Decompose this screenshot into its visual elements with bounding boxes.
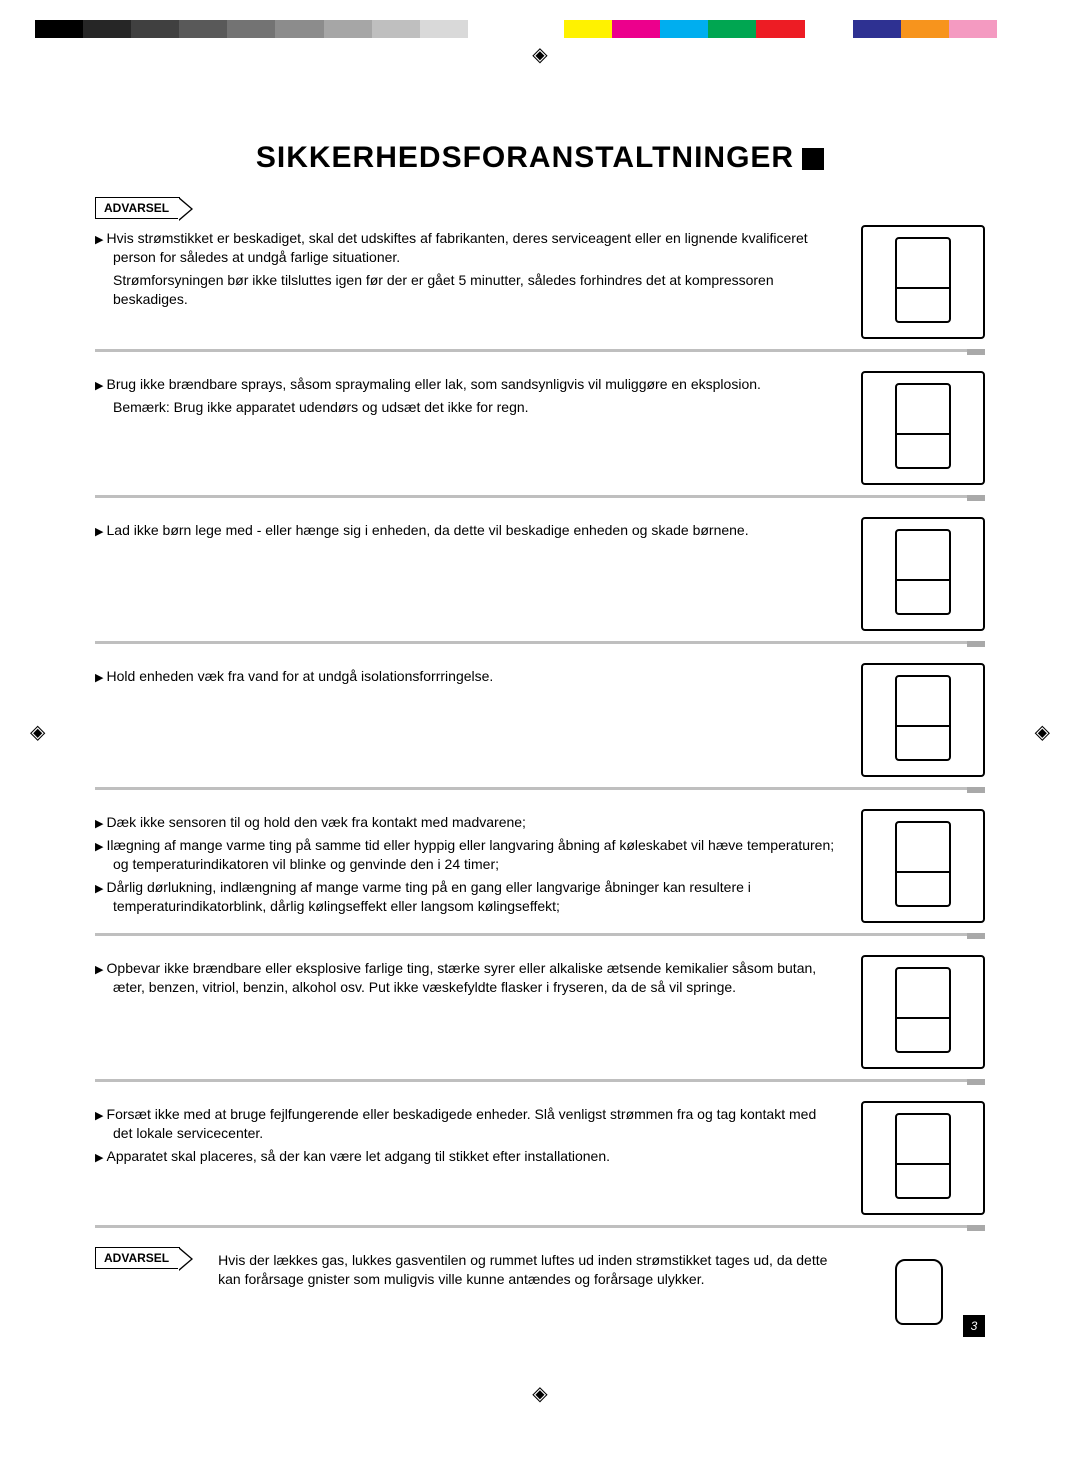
color-swatch (516, 20, 564, 38)
color-swatch (131, 20, 179, 38)
section-divider (95, 1079, 985, 1085)
color-swatch (660, 20, 708, 38)
color-swatch (468, 20, 516, 38)
color-swatch (372, 20, 420, 38)
registration-mark-bottom: ◈ (0, 1381, 1080, 1406)
print-color-bar (35, 20, 1045, 38)
bullet-item: Ilægning af mange varme ting på samme ti… (113, 836, 837, 874)
color-swatch (324, 20, 372, 38)
fridge-illustration (861, 809, 985, 923)
fridge-illustration (861, 1101, 985, 1215)
fridge-illustration (861, 225, 985, 339)
warning-tag: ADVARSEL (95, 197, 180, 219)
page-number: 3 (963, 1315, 985, 1337)
section-divider (95, 349, 985, 355)
color-swatch (612, 20, 660, 38)
section-divider (95, 641, 985, 647)
safety-section: Hvis strømstikket er beskadiget, skal de… (95, 225, 985, 339)
warning-text: Hvis der lækkes gas, lukkes gasventilen … (218, 1251, 841, 1289)
fridge-illustration (861, 663, 985, 777)
fridge-illustration (861, 955, 985, 1069)
color-swatch (853, 20, 901, 38)
color-swatch (997, 20, 1045, 38)
color-swatch (756, 20, 804, 38)
color-swatch (179, 20, 227, 38)
color-swatch (35, 20, 83, 38)
title-square-icon (802, 148, 824, 170)
page: SIKKERHEDSFORANSTALTNINGER ADVARSEL Hvis… (0, 71, 1080, 1377)
note-text: Strømforsyningen bør ikke tilsluttes ige… (113, 271, 837, 309)
color-swatch (227, 20, 275, 38)
bullet-item: Lad ikke børn lege med - eller hænge sig… (113, 521, 837, 540)
safety-section: Opbevar ikke brændbare eller eksplosive … (95, 955, 985, 1069)
fridge-illustration (861, 517, 985, 631)
registration-mark-top: ◈ (0, 42, 1080, 67)
section-divider (95, 1225, 985, 1231)
bullet-item: Apparatet skal placeres, så der kan være… (113, 1147, 837, 1166)
section-divider (95, 495, 985, 501)
safety-section: Brug ikke brændbare sprays, såsom spraym… (95, 371, 985, 485)
color-swatch (420, 20, 468, 38)
color-swatch (275, 20, 323, 38)
warning-tag: ADVARSEL (95, 1247, 180, 1269)
note-text: Bemærk: Brug ikke apparatet udendørs og … (113, 398, 837, 417)
color-swatch (83, 20, 131, 38)
bullet-item: Brug ikke brændbare sprays, såsom spraym… (113, 375, 837, 394)
safety-section: Forsæt ikke med at bruge fejlfungerende … (95, 1101, 985, 1215)
bullet-item: Dårlig dørlukning, indlængning af mange … (113, 878, 837, 916)
fridge-illustration (861, 371, 985, 485)
safety-section: Lad ikke børn lege med - eller hænge sig… (95, 517, 985, 631)
color-swatch (949, 20, 997, 38)
safety-section: Hold enheden væk fra vand for at undgå i… (95, 663, 985, 777)
section-divider (95, 933, 985, 939)
section-divider (95, 787, 985, 793)
color-swatch (708, 20, 756, 38)
bullet-item: Hold enheden væk fra vand for at undgå i… (113, 667, 837, 686)
color-swatch (564, 20, 612, 38)
color-swatch (805, 20, 853, 38)
bullet-item: Opbevar ikke brændbare eller eksplosive … (113, 959, 837, 997)
bullet-item: Forsæt ikke med at bruge fejlfungerende … (113, 1105, 837, 1143)
color-swatch (901, 20, 949, 38)
page-title: SIKKERHEDSFORANSTALTNINGER (95, 141, 985, 175)
safety-section: Dæk ikke sensoren til og hold den væk fr… (95, 809, 985, 923)
bullet-item: Dæk ikke sensoren til og hold den væk fr… (113, 813, 837, 832)
bullet-item: Hvis strømstikket er beskadiget, skal de… (113, 229, 837, 267)
